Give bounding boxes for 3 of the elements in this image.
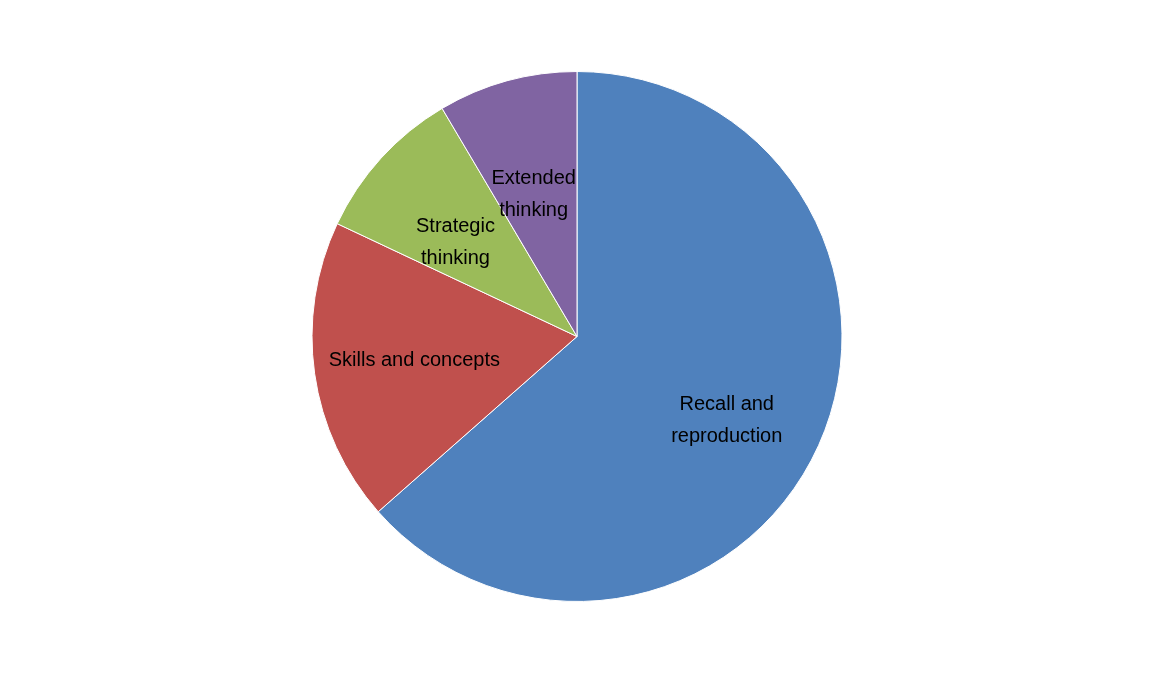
slice-label: Skills and concepts bbox=[328, 347, 500, 370]
slice-label: Recall and reproduction bbox=[671, 392, 783, 447]
slice-label: Strategic thinking bbox=[416, 213, 495, 268]
